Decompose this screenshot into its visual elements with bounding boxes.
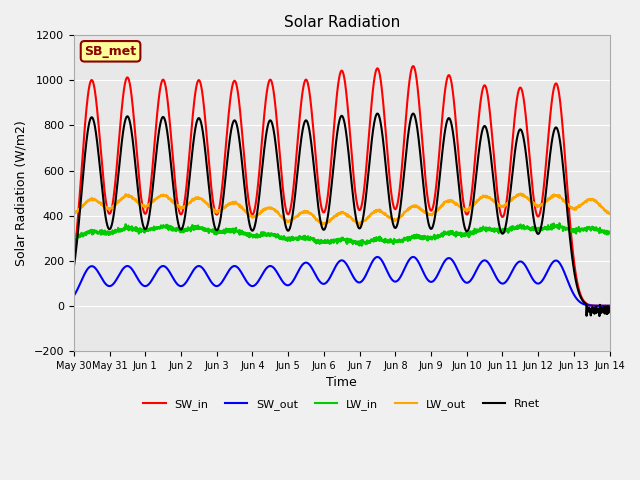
SW_in — [409, 63, 417, 69]
LW_in — [556, 220, 563, 226]
LW_out — [559, 196, 566, 202]
LW_out — [497, 203, 505, 209]
SW_out — [357, 279, 365, 285]
Line: LW_in: LW_in — [74, 223, 610, 246]
LW_in — [574, 226, 582, 232]
Rnet — [606, 306, 614, 312]
SW_in — [497, 213, 505, 219]
Rnet — [70, 264, 77, 270]
Line: Rnet: Rnet — [74, 114, 610, 316]
Rnet — [596, 313, 604, 319]
LW_in — [220, 228, 227, 234]
Rnet — [573, 285, 581, 290]
SW_in — [606, 303, 614, 309]
SW_out — [559, 265, 566, 271]
SW_out — [497, 280, 505, 286]
Line: SW_out: SW_out — [74, 257, 610, 306]
LW_in — [358, 243, 365, 249]
Legend: SW_in, SW_out, LW_in, LW_out, Rnet: SW_in, SW_out, LW_in, LW_out, Rnet — [139, 395, 545, 415]
LW_in — [606, 229, 614, 235]
SW_out — [606, 303, 614, 309]
SW_in — [70, 257, 77, 263]
SW_in — [220, 173, 227, 179]
Rnet — [220, 196, 227, 202]
LW_in — [497, 228, 505, 233]
Rnet — [559, 158, 566, 164]
SW_in — [357, 205, 365, 211]
LW_out — [574, 204, 582, 210]
SW_out — [220, 277, 227, 283]
Title: Solar Radiation: Solar Radiation — [284, 15, 400, 30]
LW_in — [357, 238, 365, 243]
Text: SB_met: SB_met — [84, 45, 136, 58]
SW_in — [369, 90, 376, 96]
Rnet — [369, 131, 376, 136]
SW_out — [573, 297, 581, 302]
LW_out — [220, 205, 227, 211]
LW_out — [606, 210, 614, 216]
LW_out — [357, 219, 365, 225]
Rnet — [374, 111, 381, 117]
LW_out — [70, 210, 77, 216]
SW_out — [409, 254, 417, 260]
X-axis label: Time: Time — [326, 376, 357, 389]
Rnet — [497, 230, 505, 236]
Line: SW_in: SW_in — [74, 66, 610, 306]
Line: LW_out: LW_out — [74, 193, 610, 225]
Rnet — [357, 224, 365, 229]
LW_out — [356, 222, 364, 228]
SW_out — [369, 258, 376, 264]
Y-axis label: Solar Radiation (W/m2): Solar Radiation (W/m2) — [15, 120, 28, 266]
LW_in — [559, 224, 566, 230]
LW_in — [70, 233, 77, 239]
LW_out — [369, 210, 377, 216]
SW_out — [70, 293, 77, 299]
LW_in — [369, 237, 377, 243]
SW_in — [559, 122, 566, 128]
LW_out — [516, 191, 524, 196]
SW_in — [573, 280, 581, 286]
